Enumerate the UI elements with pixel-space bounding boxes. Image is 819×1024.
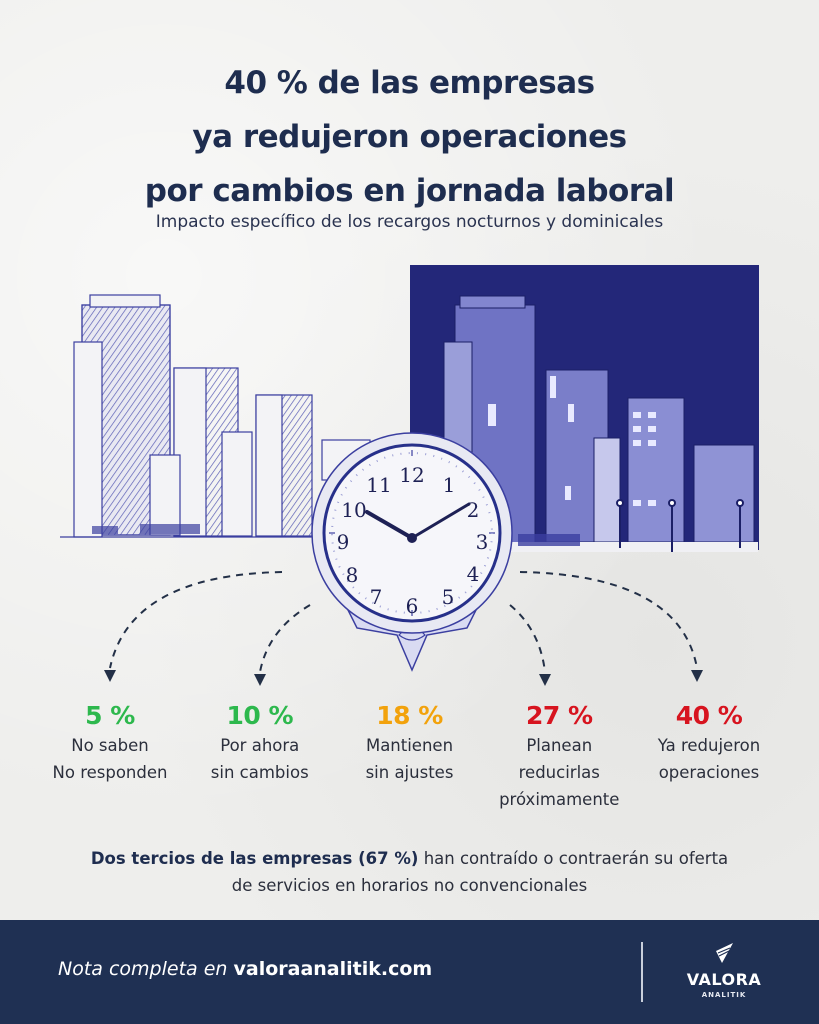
stat-label: sin cambios: [210, 763, 309, 782]
stat-label: Planean: [526, 736, 593, 755]
stat-value: 10 %: [226, 701, 294, 730]
svg-text:8: 8: [346, 563, 359, 587]
stat-sin-cambios: 10 % Por ahora sin cambios: [190, 700, 330, 813]
svg-text:5: 5: [442, 585, 455, 609]
stat-planean-reducir: 27 % Planean reducirlas próximamente: [489, 700, 629, 813]
clock-icon: 12 1 2 3 4 5 6 7 8 9 10 11: [307, 430, 517, 680]
subtitle: Impacto específico de los recargos noctu…: [155, 212, 664, 232]
note-bold: Dos tercios de las empresas (67 %): [90, 849, 419, 868]
stat-value: 40 %: [675, 701, 743, 730]
page-title: 40 % de las empresas ya redujeron operac…: [0, 56, 819, 218]
stat-label: No saben: [71, 736, 149, 755]
svg-text:7: 7: [370, 585, 383, 609]
summary-note: Dos tercios de las empresas (67 %) han c…: [0, 845, 819, 899]
title-line-2: ya redujeron operaciones: [192, 119, 627, 155]
stat-value: 18 %: [376, 701, 443, 730]
clock-hands: [365, 502, 471, 540]
svg-text:3: 3: [476, 530, 489, 554]
svg-text:1: 1: [443, 473, 456, 497]
svg-text:11: 11: [366, 473, 391, 497]
stat-label: No responden: [52, 763, 168, 782]
stat-value: 5 %: [85, 701, 135, 730]
city-illustration: [60, 294, 755, 686]
stat-label: reducirlas: [518, 763, 600, 782]
footer-prefix: Nota completa en: [58, 958, 234, 980]
title-line-1: 40 % de las empresas: [224, 65, 595, 101]
note-line-2: de servicios en horarios no convencional…: [231, 876, 588, 895]
stats-row: 5 % No saben No responden 10 % Por ahora…: [40, 700, 779, 813]
crowd-night-icon: [518, 534, 580, 546]
stat-label: operaciones: [658, 763, 760, 782]
arrowheads-icon: [104, 670, 703, 686]
crowd-day-icon: [92, 524, 200, 534]
valora-logo[interactable]: VALORA ANALITIK: [684, 942, 764, 1004]
footer-divider: [641, 942, 643, 1002]
stat-no-responden: 5 % No saben No responden: [40, 700, 180, 813]
stat-value: 27 %: [525, 701, 593, 730]
svg-text:9: 9: [337, 530, 350, 554]
stat-label: Por ahora: [220, 736, 300, 755]
footer-note: Nota completa en valoraanalitik.com: [58, 958, 432, 980]
stat-label: sin ajustes: [365, 763, 454, 782]
logo-name: VALORA: [686, 970, 762, 989]
svg-text:12: 12: [399, 463, 424, 487]
valora-wing-icon: [716, 943, 733, 963]
street-lamp-icon: [616, 499, 744, 552]
svg-text:2: 2: [467, 498, 480, 522]
stat-sin-ajustes: 18 % Mantienen sin ajustes: [340, 700, 480, 813]
dashed-arrows: [109, 571, 698, 673]
svg-text:10: 10: [341, 498, 366, 522]
footer: Nota completa en valoraanalitik.com VALO…: [0, 920, 819, 1024]
footer-link[interactable]: valoraanalitik.com: [233, 958, 433, 980]
svg-text:4: 4: [467, 562, 480, 586]
day-buildings-icon: [60, 294, 371, 538]
svg-text:6: 6: [406, 594, 419, 618]
stat-label: Ya redujeron: [657, 736, 761, 755]
logo-sub: ANALITIK: [701, 991, 747, 999]
stat-label: próximamente: [499, 790, 620, 809]
stat-label: Mantienen: [365, 736, 454, 755]
note-rest: han contraído o contraerán su oferta: [418, 849, 729, 868]
title-line-3: por cambios en jornada laboral: [144, 173, 675, 209]
stat-ya-redujeron: 40 % Ya redujeron operaciones: [639, 700, 779, 813]
